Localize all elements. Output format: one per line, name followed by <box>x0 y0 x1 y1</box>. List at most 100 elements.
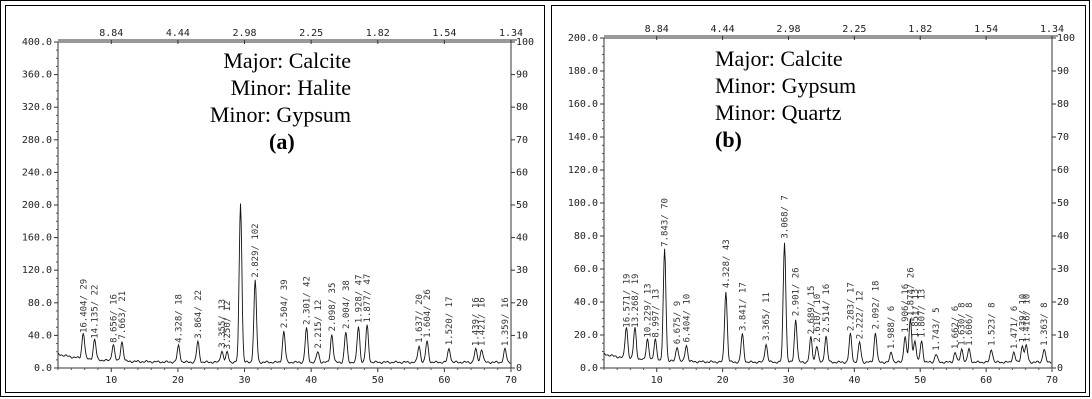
right-tick-label: 60 <box>1057 165 1069 176</box>
phase-annotation: Minor: Quartz <box>715 100 842 125</box>
peak-label: 1.874/ 26 <box>906 267 916 316</box>
panel-label: (a) <box>269 129 295 154</box>
peak-label: 1.877/ 47 <box>363 274 373 323</box>
peak-label: 2.215/ 12 <box>314 300 324 349</box>
peak-label: 3.864/ 22 <box>194 290 204 339</box>
right-tick-label: 30 <box>516 265 528 276</box>
y-tick-label: 140.0 <box>568 132 598 143</box>
xrd-chart-a: 0.0 40.0 80.0 120.0 160.0 200.0 240.0 280.0 320.… <box>22 28 534 386</box>
peak-label: 3.068/ 73 <box>781 190 791 239</box>
peak-label: 1.359/ 16 <box>501 297 511 346</box>
peak-label: 1.906/ 16 <box>901 284 911 333</box>
y-tick-label: 280.0 <box>22 135 52 146</box>
y-tick-label: 360.0 <box>22 70 52 81</box>
peak-label: 16.404/ 29 <box>79 279 89 333</box>
peak-label: 2.283/ 17 <box>846 282 856 331</box>
peak-label: 16.571/ 19 <box>622 274 632 328</box>
peak-label: 1.439/ 16 <box>472 297 482 346</box>
phase-annotation: Minor: Halite <box>231 75 351 100</box>
peak-label: 2.004/ 38 <box>342 280 352 329</box>
panel-b: 0.0 20.0 40.0 60.0 80.0 100.0 120.0 140.0 160.0 1… <box>551 5 1086 393</box>
top-tick-label: 1.54 <box>432 28 456 39</box>
top-tick-label: 1.34 <box>499 28 523 39</box>
peak-label: 3.355/ 13 <box>218 299 228 348</box>
peak-label: 14.135/ 22 <box>91 285 101 339</box>
peak-label: 2.829/ 102 <box>251 223 261 277</box>
right-tick-label: 10 <box>1057 330 1069 341</box>
peak-label: 1.662/ 6 <box>951 306 961 349</box>
phase-annotation: Major: Calcite <box>223 48 351 73</box>
phase-annotation: Major: Calcite <box>715 46 843 71</box>
right-tick-label: 10 <box>516 330 528 341</box>
peak-label: 2.301/ 42 <box>302 276 312 325</box>
peak-label: 1.851/ 13 <box>911 289 921 338</box>
phase-annotation: Minor: Gypsum <box>210 102 351 127</box>
y-tick-label: 120.0 <box>568 165 598 176</box>
peak-label: 1.928/ 47 <box>354 274 364 323</box>
panel-label: (b) <box>715 127 742 152</box>
x-tick-label: 40 <box>305 375 317 386</box>
y-tick-label: 400.0 <box>22 37 52 48</box>
peak-label: 8.656/ 16 <box>109 294 119 343</box>
peak-label: 4.328/ 18 <box>175 294 185 343</box>
peak-label: 2.514/ 16 <box>822 284 832 333</box>
top-tick-label: 8.84 <box>645 24 669 35</box>
x-tick-label: 30 <box>782 375 794 386</box>
x-tick-label: 30 <box>239 375 251 386</box>
top-tick-label: 1.82 <box>366 28 390 39</box>
top-tick-label: 4.44 <box>711 24 735 35</box>
phase-annotation: Minor: Gypsum <box>715 73 856 98</box>
right-tick-label: 90 <box>516 70 528 81</box>
x-tick-label: 70 <box>505 375 517 386</box>
top-tick-label: 2.98 <box>776 24 800 35</box>
top-tick-label: 2.98 <box>232 28 256 39</box>
peak-label: 2.610/ 10 <box>813 294 823 343</box>
x-tick-label: 50 <box>372 375 384 386</box>
right-tick-label: 80 <box>1057 99 1069 110</box>
x-tick-label: 20 <box>172 375 184 386</box>
top-tick-label: 2.25 <box>842 24 866 35</box>
xrd-chart-b: 0.0 20.0 40.0 60.0 80.0 100.0 120.0 140.0 160.0 1… <box>568 24 1075 386</box>
annotation-box <box>168 46 358 200</box>
peak-label: 1.416/ 10 <box>1022 294 1032 343</box>
right-tick-label: 90 <box>1057 66 1069 77</box>
y-tick-label: 60.0 <box>574 264 598 275</box>
peak-label: 8.997/ 13 <box>651 289 661 338</box>
peak-label: 1.630/ 8 <box>958 302 968 345</box>
right-tick-label: 40 <box>1057 231 1069 242</box>
peak-label: 1.523/ 8 <box>987 302 997 345</box>
peak-label: 3.250/ 12 <box>223 301 233 350</box>
y-tick-label: 200.0 <box>568 33 598 44</box>
peak-label: 1.743/ 5 <box>932 307 942 350</box>
top-tick-label: 1.82 <box>908 24 932 35</box>
peak-label: 2.092/ 18 <box>871 281 881 330</box>
right-tick-label: 50 <box>516 200 528 211</box>
peak-label: 1.637/ 20 <box>415 294 425 343</box>
peak-label: 3.841/ 17 <box>738 282 748 331</box>
peak-label: 2.901/ 26 <box>792 267 802 316</box>
y-tick-label: 100.0 <box>568 198 598 209</box>
top-tick-label: 1.54 <box>974 24 998 35</box>
right-tick-label: 40 <box>516 233 528 244</box>
peak-label: 1.606/ 8 <box>965 302 975 345</box>
peak-label: 13.268/ 19 <box>631 274 641 328</box>
right-tick-label: 70 <box>516 135 528 146</box>
y-tick-label: 240.0 <box>22 167 52 178</box>
right-tick-label: 80 <box>516 102 528 113</box>
y-tick-label: 80.0 <box>574 231 598 242</box>
right-tick-label: 60 <box>516 167 528 178</box>
x-tick-label: 60 <box>980 375 992 386</box>
y-tick-label: 20.0 <box>574 330 598 341</box>
y-tick-label: 120.0 <box>22 265 52 276</box>
peak-label: 1.604/ 26 <box>423 289 433 338</box>
right-tick-label: 20 <box>1057 297 1069 308</box>
peak-label: 1.363/ 8 <box>1040 302 1050 345</box>
y-tick-label: 0.0 <box>580 363 598 374</box>
y-tick-label: 160.0 <box>568 99 598 110</box>
right-tick-label: 0 <box>1057 363 1063 374</box>
xrd-trace <box>603 242 1052 364</box>
x-tick-label: 10 <box>105 375 117 386</box>
y-tick-label: 160.0 <box>22 233 52 244</box>
y-tick-label: 200.0 <box>22 200 52 211</box>
peak-label: 10.229/ 13 <box>643 283 653 337</box>
